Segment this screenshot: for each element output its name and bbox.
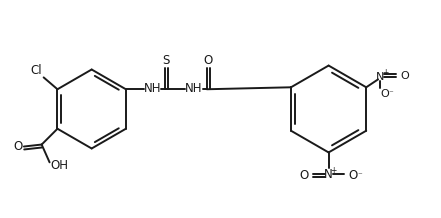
Text: O: O bbox=[349, 169, 358, 182]
Text: N: N bbox=[324, 168, 333, 181]
Text: NH: NH bbox=[144, 82, 161, 95]
Text: O: O bbox=[299, 169, 309, 182]
Text: Cl: Cl bbox=[30, 64, 41, 77]
Text: N: N bbox=[376, 72, 384, 82]
Text: NH: NH bbox=[185, 82, 203, 95]
Text: OH: OH bbox=[50, 159, 68, 172]
Text: O: O bbox=[381, 89, 389, 99]
Text: O: O bbox=[400, 72, 409, 81]
Text: ⁻: ⁻ bbox=[358, 172, 363, 181]
Text: ⁻: ⁻ bbox=[389, 90, 393, 99]
Text: S: S bbox=[163, 54, 170, 67]
Text: O: O bbox=[13, 140, 22, 153]
Text: +: + bbox=[330, 166, 337, 175]
Text: O: O bbox=[203, 54, 213, 67]
Text: +: + bbox=[382, 68, 388, 77]
